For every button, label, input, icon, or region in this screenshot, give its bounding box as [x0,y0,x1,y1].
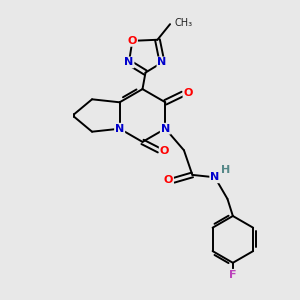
Text: N: N [158,57,167,68]
Text: N: N [210,172,220,182]
Text: N: N [124,57,134,68]
Text: H: H [221,165,230,175]
Text: O: O [164,175,173,185]
Text: F: F [229,270,237,280]
Text: O: O [128,36,137,46]
Text: CH₃: CH₃ [175,18,193,28]
Text: O: O [160,146,169,157]
Text: N: N [161,124,170,134]
Text: O: O [184,88,193,98]
Text: N: N [115,124,124,134]
